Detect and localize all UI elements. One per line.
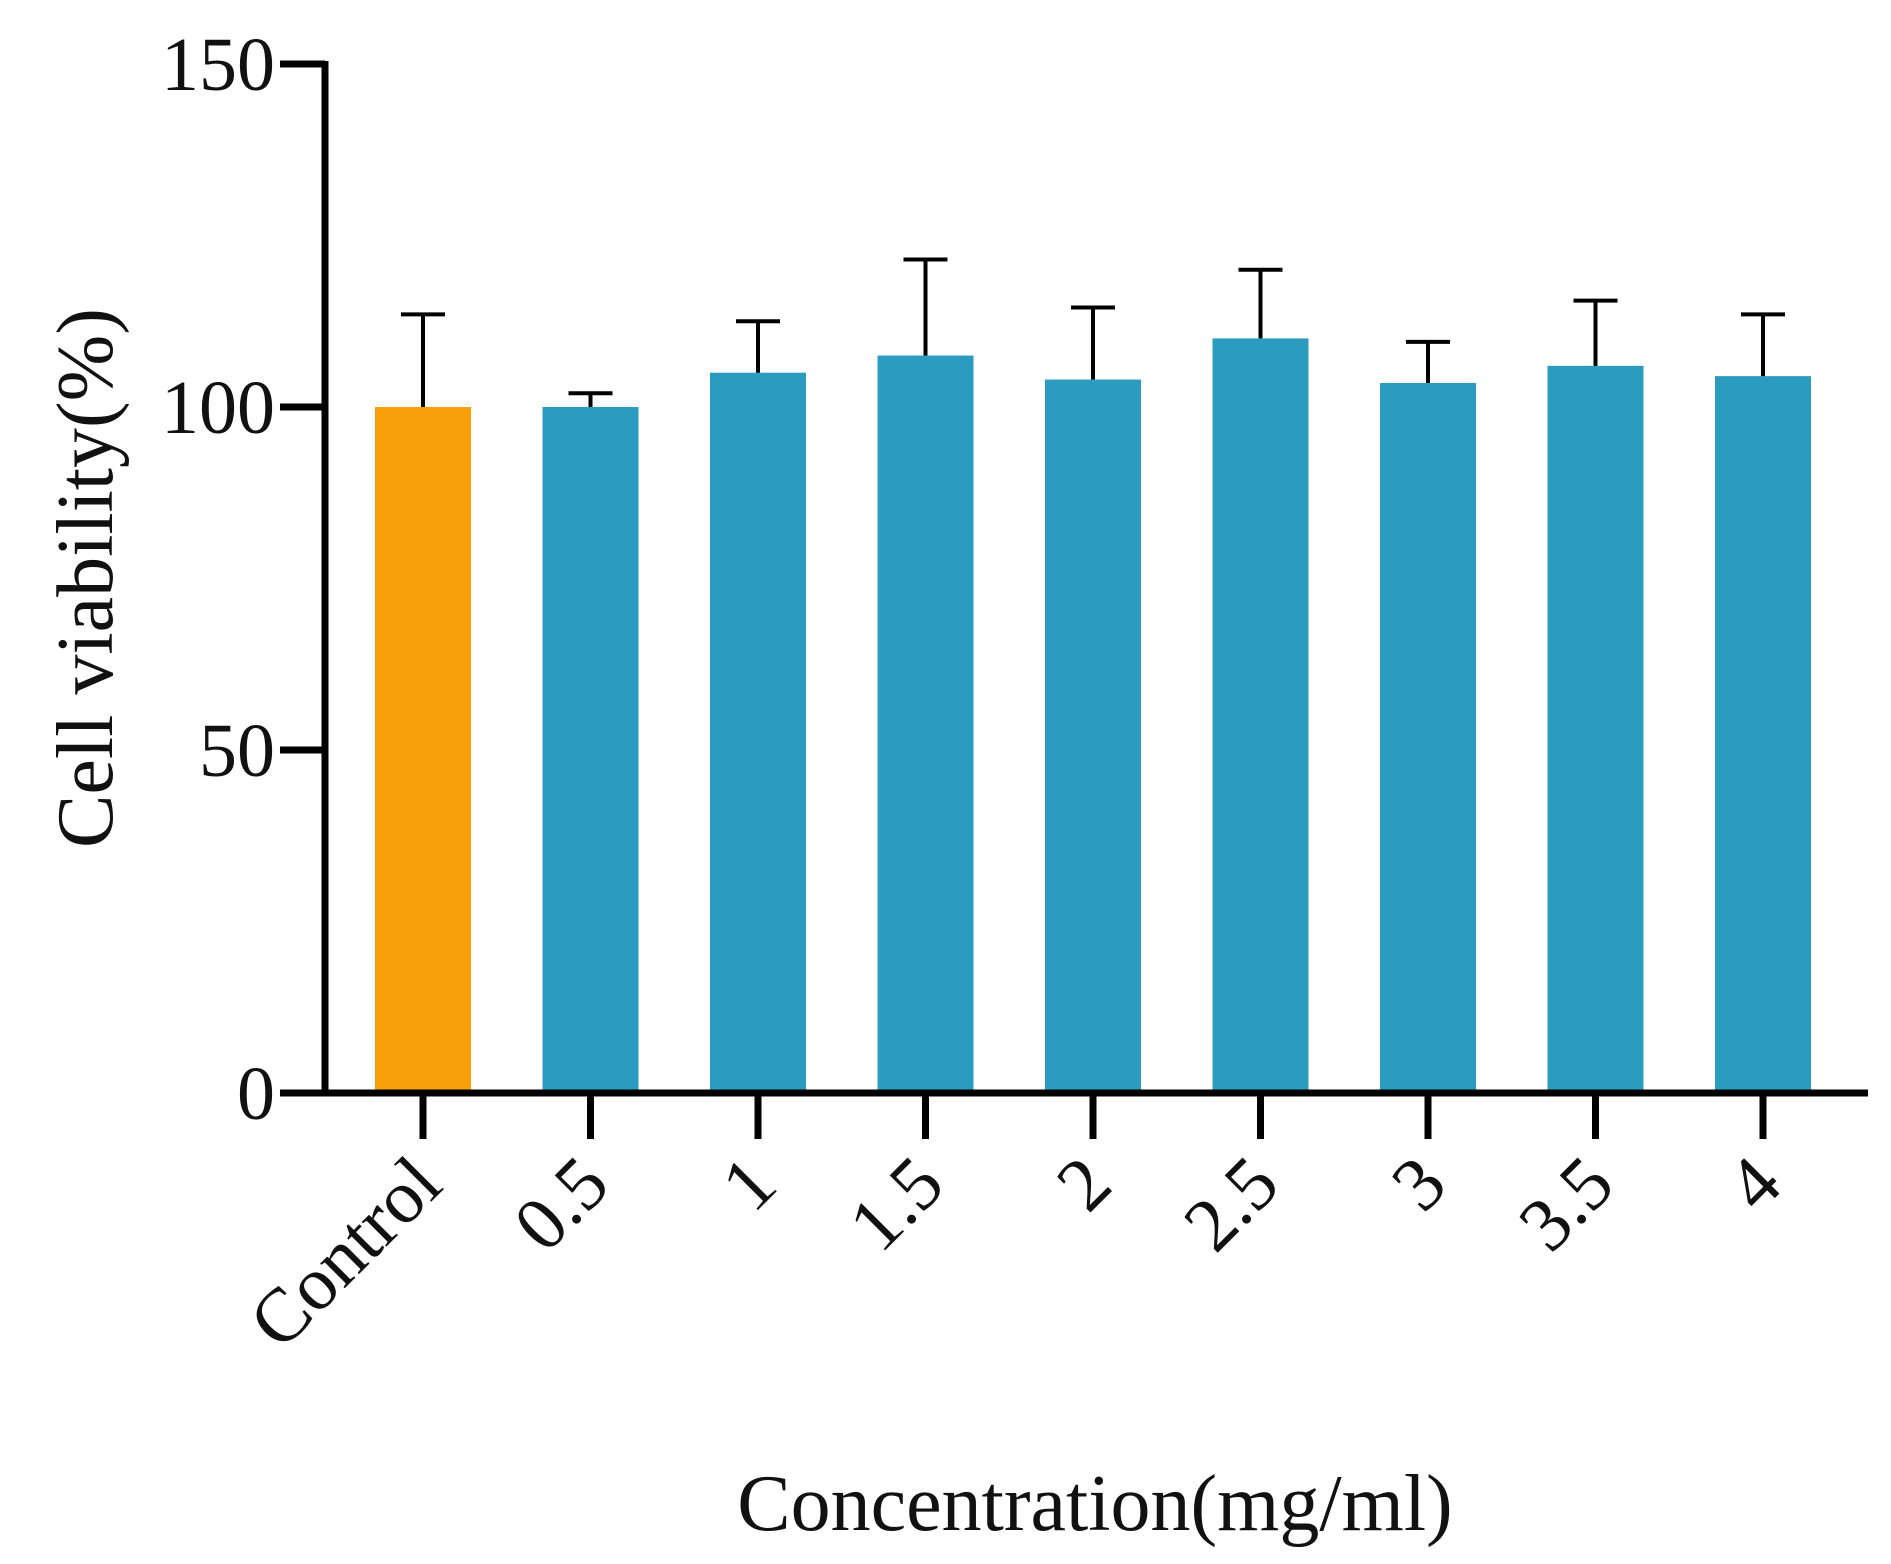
y-axis-title: Cell viability(%) — [42, 308, 130, 848]
bar-2-5 — [1212, 338, 1309, 1093]
x-tick-label: 2 — [1041, 1141, 1127, 1227]
y-tick-label: 150 — [161, 23, 275, 107]
x-tick-label: 1 — [706, 1141, 792, 1227]
bar-3 — [1380, 382, 1476, 1093]
x-tick-label: 2.5 — [1168, 1141, 1295, 1268]
bar-3-5 — [1547, 365, 1644, 1094]
y-ticks-layer: 0 50 100 150 — [161, 23, 325, 1136]
x-tick-label: 3.5 — [1503, 1141, 1630, 1268]
bar-control — [375, 407, 471, 1093]
x-tick-label: 0.5 — [498, 1141, 625, 1268]
x-axis-title: Concentration(mg/ml) — [737, 1460, 1452, 1548]
x-tick-label: 4 — [1711, 1141, 1797, 1227]
bar-0-5 — [542, 407, 639, 1093]
bars-layer — [375, 338, 1811, 1094]
x-tick-label: 3 — [1376, 1141, 1462, 1227]
bar-2 — [1045, 379, 1141, 1093]
y-tick-label: 0 — [237, 1052, 275, 1136]
bar-4 — [1715, 376, 1811, 1093]
bar-1 — [710, 372, 806, 1093]
x-ticks-layer: Control 0.5 1 1.5 2 2.5 3 3.5 4 — [233, 1093, 1797, 1364]
x-tick-label: 1.5 — [833, 1141, 960, 1268]
x-tick-label: Control — [233, 1141, 457, 1365]
y-tick-label: 50 — [199, 709, 275, 793]
y-tick-label: 100 — [161, 366, 275, 450]
bar-1-5 — [877, 355, 974, 1093]
error-bars-layer — [401, 257, 1785, 407]
